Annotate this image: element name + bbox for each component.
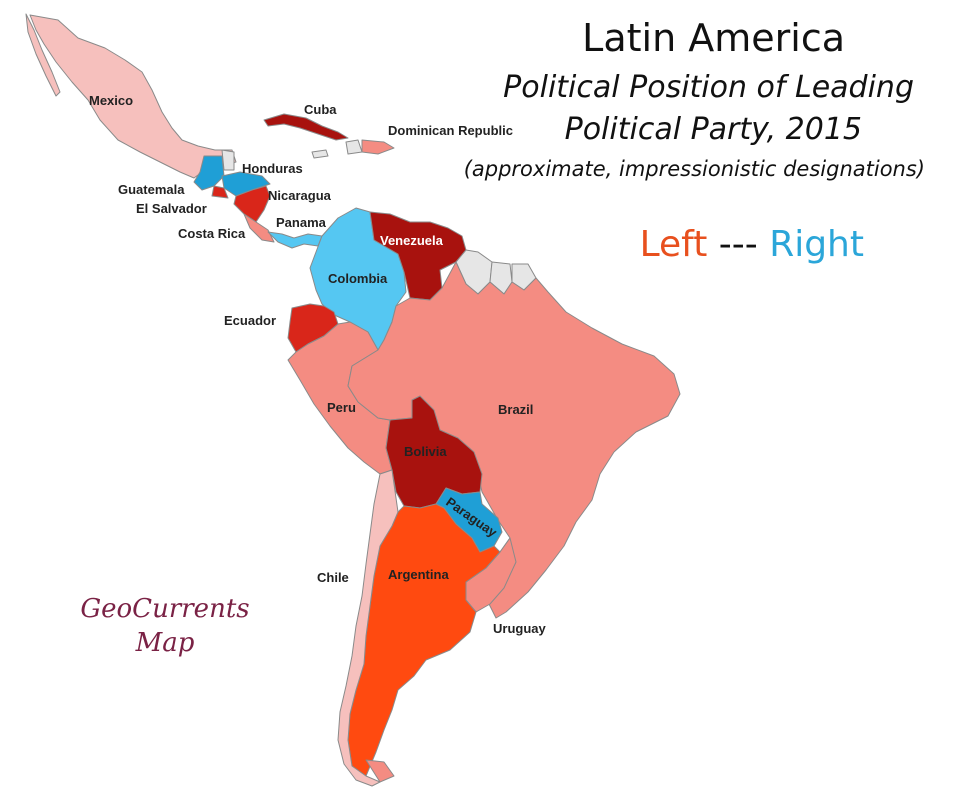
- country-brazil[interactable]: [347, 261, 681, 619]
- country-panama[interactable]: [267, 231, 323, 249]
- label-dominican-republic: Dominican Republic: [388, 123, 513, 138]
- map-note: (approximate, impressionistic designatio…: [463, 157, 925, 181]
- label-cuba: Cuba: [304, 102, 337, 117]
- label-chile: Chile: [317, 570, 349, 585]
- label-guatemala: Guatemala: [118, 182, 185, 197]
- country-chile[interactable]: [337, 469, 399, 787]
- color-scale-legend: Left --- Right: [640, 224, 864, 265]
- label-venezuela: Venezuela: [380, 233, 444, 248]
- country-belize: [221, 149, 235, 171]
- country-dominican-republic[interactable]: [361, 139, 395, 155]
- label-mexico: Mexico: [89, 93, 133, 108]
- credit-line2: Map: [135, 628, 195, 658]
- label-honduras: Honduras: [242, 161, 303, 176]
- country-el-salvador[interactable]: [211, 185, 229, 199]
- scale-right-label: Right: [769, 224, 864, 265]
- label-argentina: Argentina: [388, 567, 449, 582]
- country-venezuela[interactable]: [369, 211, 467, 301]
- credit-line1: GeoCurrents: [80, 594, 250, 624]
- map-subtitle-line1: Political Position of Leading: [503, 70, 914, 105]
- scale-left-label: Left: [639, 224, 708, 265]
- country-haiti: [345, 139, 363, 155]
- country-tierra-del-fuego: [365, 759, 395, 783]
- country-mexico-baja: [25, 13, 61, 97]
- label-ecuador: Ecuador: [224, 313, 276, 328]
- label-bolivia: Bolivia: [404, 444, 447, 459]
- label-brazil: Brazil: [498, 402, 533, 417]
- label-uruguay: Uruguay: [493, 621, 547, 636]
- label-peru: Peru: [327, 400, 356, 415]
- country-guatemala[interactable]: [193, 155, 225, 191]
- label-panama: Panama: [276, 215, 327, 230]
- country-nicaragua[interactable]: [233, 185, 271, 223]
- label-nicaragua: Nicaragua: [268, 188, 332, 203]
- map-subtitle-line2: Political Party, 2015: [564, 112, 862, 147]
- geocurrents-credit: GeoCurrents Map: [80, 592, 250, 660]
- country-jamaica: [311, 149, 329, 159]
- label-el-salvador: El Salvador: [136, 201, 207, 216]
- label-colombia: Colombia: [328, 271, 388, 286]
- scale-separator: ---: [718, 224, 770, 265]
- country-cuba[interactable]: [263, 113, 349, 141]
- map-title: Latin America: [582, 16, 845, 60]
- label-costa-rica: Costa Rica: [178, 226, 246, 241]
- country-costa-rica[interactable]: [243, 213, 275, 243]
